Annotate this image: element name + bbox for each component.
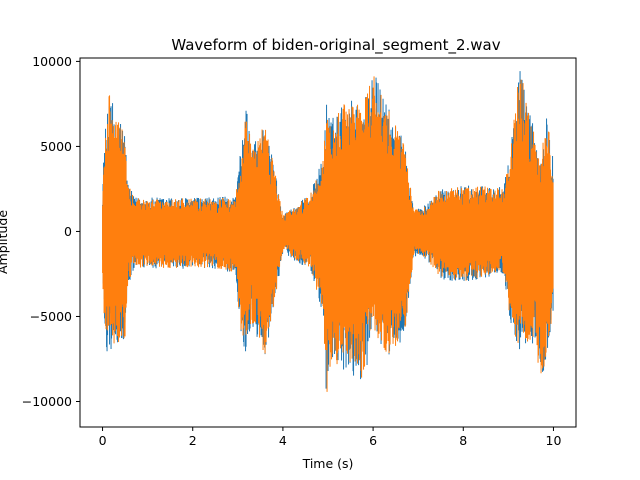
y-axis: −10000 −5000 0 5000 10000 [22, 54, 80, 409]
x-tick-label: 2 [189, 433, 197, 448]
waveform-series-2 [102, 76, 554, 392]
y-tick-label: −5000 [30, 309, 72, 324]
y-tick-label: 0 [64, 224, 72, 239]
y-tick-label: −10000 [22, 394, 72, 409]
y-axis-label: Amplitude [0, 210, 10, 274]
x-tick-label: 4 [279, 433, 287, 448]
chart-title: Waveform of biden-original_segment_2.wav [171, 36, 500, 55]
y-tick-label: 10000 [32, 54, 72, 69]
plot-area [102, 71, 554, 392]
y-tick-label: 5000 [40, 139, 72, 154]
x-tick-label: 6 [369, 433, 377, 448]
x-tick-label: 8 [459, 433, 467, 448]
x-axis: 0 2 4 6 8 10 [99, 427, 562, 448]
axes-frame [79, 57, 577, 428]
x-axis-label: Time (s) [302, 456, 354, 471]
x-tick-label: 10 [546, 433, 562, 448]
series-layer [102, 71, 554, 392]
x-tick-label: 0 [99, 433, 107, 448]
